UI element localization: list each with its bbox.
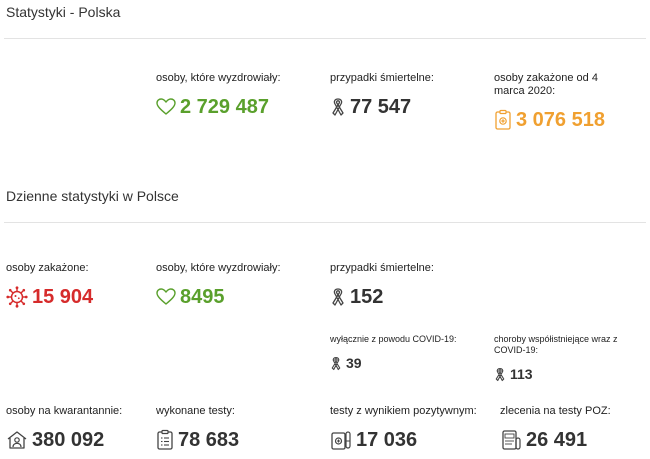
ribbon-icon (330, 97, 346, 117)
stat-label: przypadki śmiertelne: (330, 262, 434, 274)
heart-icon (156, 98, 176, 116)
stat-poz-orders: zlecenia na testy POZ: 26 491 (500, 405, 611, 452)
stat-label: osoby zakażone od 4 marca 2020: (494, 72, 598, 97)
stat-label: przypadki śmiertelne: (330, 72, 434, 84)
ribbon-icon (330, 287, 346, 307)
stat-label: osoby na kwarantannie: (6, 405, 123, 417)
test-tube-icon (330, 429, 352, 451)
stat-label: testy z wynikiem pozytywnym: (330, 405, 477, 417)
heart-icon (156, 288, 176, 306)
stat-value: 152 (350, 286, 384, 308)
clipboard-list-icon (156, 429, 174, 451)
stat-positive-tests: testy z wynikiem pozytywnym: 17 036 (330, 405, 477, 452)
stat-value: 3 076 518 (516, 109, 605, 131)
virus-icon (6, 286, 28, 308)
house-person-icon (6, 430, 28, 450)
section-title-poland: Statystyki - Polska (6, 4, 121, 20)
stat-deaths-comorbid: choroby współistniejące wraz z COVID-19:… (494, 334, 644, 383)
stat-label: osoby, które wyzdrowiały: (156, 72, 281, 84)
stat-value: 15 904 (32, 286, 94, 308)
stat-label: osoby, które wyzdrowiały: (156, 262, 281, 274)
stat-infected-daily: osoby zakażone: 15 904 (6, 262, 93, 309)
stat-label: choroby współistniejące wraz z COVID-19: (494, 334, 618, 355)
stat-infected-total: osoby zakażone od 4 marca 2020: 3 076 51… (494, 72, 624, 132)
stat-recovered-daily: osoby, które wyzdrowiały: 8495 (156, 262, 281, 309)
stat-value: 8495 (180, 286, 225, 308)
stat-recovered-total: osoby, które wyzdrowiały: 2 729 487 (156, 72, 281, 119)
stat-label: zlecenia na testy POZ: (500, 405, 611, 417)
stat-value: 113 (510, 366, 533, 382)
stat-value: 17 036 (356, 429, 418, 451)
stat-value: 77 547 (350, 96, 412, 118)
stat-label: wyłącznie z powodu COVID-19: (330, 334, 457, 344)
stat-value: 380 092 (32, 429, 105, 451)
ribbon-icon (330, 356, 342, 371)
stat-tests: wykonane testy: 78 683 (156, 405, 239, 452)
stat-value: 26 491 (526, 429, 588, 451)
section-title-daily: Dzienne statystyki w Polsce (6, 188, 179, 204)
section-divider (4, 38, 646, 39)
stat-label: wykonane testy: (156, 405, 235, 417)
stat-quarantine: osoby na kwarantannie: 380 092 (6, 405, 122, 452)
section-divider (4, 222, 646, 223)
stat-deaths-covid-only: wyłącznie z powodu COVID-19: 39 (330, 334, 457, 372)
stat-deaths-daily: przypadki śmiertelne: 152 (330, 262, 434, 309)
stat-value: 39 (346, 355, 362, 371)
stat-value: 2 729 487 (180, 96, 269, 118)
ribbon-icon (494, 367, 506, 382)
clipboard-medical-icon (494, 109, 512, 131)
stat-label: osoby zakażone: (6, 262, 89, 274)
stat-deaths-total: przypadki śmiertelne: 77 547 (330, 72, 434, 119)
poz-order-icon (500, 429, 522, 451)
stat-value: 78 683 (178, 429, 240, 451)
